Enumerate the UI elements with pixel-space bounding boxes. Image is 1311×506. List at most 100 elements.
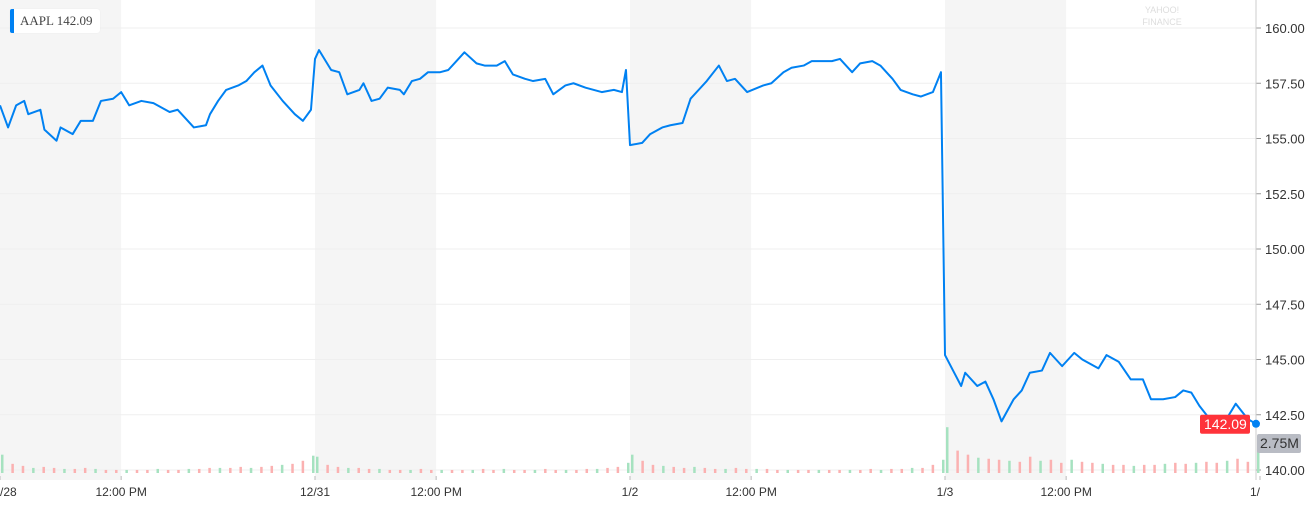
y-tick-label: 142.50 — [1265, 408, 1305, 423]
volume-bar — [42, 466, 45, 473]
volume-bar — [471, 469, 474, 473]
volume-bar — [879, 469, 883, 473]
volume-bar — [585, 468, 589, 473]
legend-symbol: AAPL — [20, 13, 54, 28]
x-tick-label: 12/31 — [300, 485, 330, 499]
volume-bar — [1080, 461, 1084, 473]
last-price-dot — [1252, 419, 1260, 428]
volume-bar — [1246, 461, 1250, 473]
x-tick-label: 12:00 PM — [95, 485, 146, 499]
volume-bar — [796, 469, 800, 473]
volume-badge-text: 2.75M — [1260, 435, 1299, 451]
volume-bar — [430, 469, 433, 473]
volume-bar — [208, 467, 211, 473]
volume-bar — [249, 467, 253, 473]
volume-bar — [347, 467, 350, 473]
volume-bar — [52, 467, 56, 473]
volume-bar — [682, 467, 686, 473]
volume-bar — [713, 468, 717, 473]
volume-bar — [859, 469, 862, 473]
volume-bar — [900, 468, 904, 473]
x-tick-label: 12:00 PM — [1040, 485, 1091, 499]
volume-bar — [1163, 463, 1167, 473]
y-tick-label: 157.50 — [1265, 76, 1305, 91]
volume-bar — [409, 469, 412, 473]
volume-bar — [564, 469, 568, 473]
price-badge-bg — [1200, 414, 1250, 434]
volume-bar — [724, 468, 727, 473]
volume-bar — [177, 469, 180, 473]
volume-bar — [869, 468, 872, 473]
volume-bar — [316, 456, 319, 473]
volume-bar — [1039, 460, 1042, 473]
volume-bar — [502, 468, 506, 473]
x-tick-label: /28 — [0, 485, 17, 499]
volume-badge: 2.75M — [1257, 434, 1301, 453]
volume-bar — [745, 468, 748, 473]
y-tick-label: 155.00 — [1265, 132, 1305, 147]
volume-bar — [440, 469, 443, 473]
volume-bar — [125, 469, 128, 473]
volume-bar — [1225, 460, 1229, 473]
volume-bar — [977, 457, 980, 473]
volume-bar — [966, 454, 970, 473]
volume-bar — [765, 468, 769, 473]
legend-price: 142.09 — [56, 13, 93, 28]
volume-bar — [229, 467, 232, 473]
volume-bar — [776, 469, 779, 473]
volume-bar — [1215, 462, 1219, 473]
volume-bar — [388, 469, 392, 473]
y-tick-label: 140.00 — [1265, 463, 1305, 478]
volume-bar — [786, 469, 789, 473]
volume-bar — [627, 462, 630, 473]
x-tick-label: 1/ — [1250, 485, 1261, 499]
x-tick-label: 1/3 — [937, 485, 954, 499]
volume-bar — [11, 463, 14, 473]
legend: AAPL 142.09 — [10, 9, 101, 33]
volume-bar — [301, 460, 305, 473]
volume-bar — [1070, 459, 1073, 473]
volume-bar — [1060, 462, 1063, 473]
x-tick-label: 1/2 — [622, 485, 639, 499]
volume-bar — [156, 468, 159, 473]
volume-bar — [481, 468, 485, 473]
volume-bar — [554, 469, 557, 473]
volume-bar — [631, 454, 634, 473]
volume-bar — [533, 469, 537, 473]
volume-bar — [239, 466, 242, 473]
volume-bar — [512, 469, 516, 473]
y-tick-label: 147.50 — [1265, 297, 1305, 312]
volume-bar — [838, 469, 841, 473]
price-badge: 142.09 — [1200, 414, 1250, 434]
volume-bar — [1101, 463, 1104, 473]
volume-bar — [734, 467, 738, 473]
volume-bar — [1174, 462, 1177, 473]
volume-bar — [419, 468, 423, 473]
volume-badge-bg — [1257, 434, 1301, 453]
volume-bar — [270, 465, 274, 473]
y-tick-label: 160.00 — [1265, 21, 1305, 36]
volume-bar — [291, 463, 294, 473]
price-line — [0, 49, 1257, 425]
volume-bar — [1091, 462, 1094, 473]
volume-bar — [326, 464, 329, 473]
volume-bar — [946, 427, 949, 473]
volume-bar — [641, 460, 644, 473]
volume-bar — [956, 450, 959, 473]
y-tick-label: 150.00 — [1265, 242, 1305, 257]
volume-bar — [94, 468, 97, 473]
volume-bar — [312, 455, 315, 473]
volume-bar — [1018, 461, 1022, 473]
y-tick-label: 145.00 — [1265, 353, 1305, 368]
volume-bar — [1, 454, 4, 473]
volume-bar — [280, 464, 284, 473]
volume-bar — [827, 469, 831, 473]
session-band — [945, 0, 1067, 480]
volume-bar — [544, 468, 547, 473]
volume-bar — [1257, 445, 1260, 473]
volume-bar — [166, 469, 170, 473]
session-band — [315, 0, 437, 480]
volume-bar — [104, 469, 108, 473]
volume-bar — [807, 469, 810, 473]
volume-bar — [910, 467, 914, 473]
